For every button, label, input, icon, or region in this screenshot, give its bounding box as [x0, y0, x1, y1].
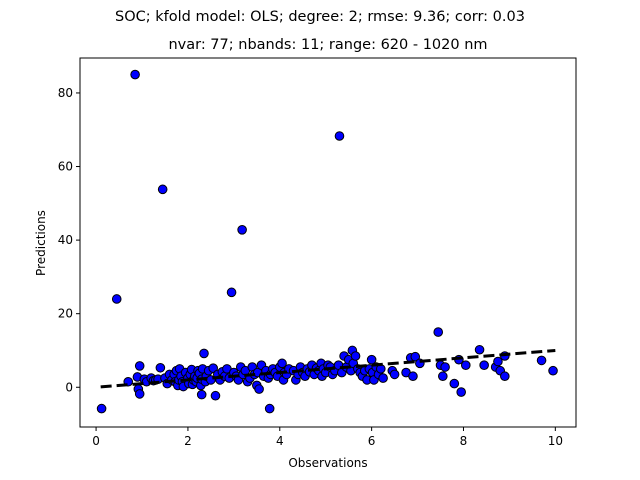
- y-tick-label: 60: [58, 160, 73, 174]
- x-axis-ticks: 0 2 4 6 8 10: [92, 427, 563, 448]
- data-point: [155, 362, 166, 373]
- data-point: [210, 390, 221, 401]
- plot-area: [96, 69, 558, 414]
- data-point: [440, 362, 450, 372]
- data-point: [264, 403, 275, 414]
- y-axis-ticks: 0 20 40 60 80: [58, 86, 80, 394]
- x-tick-label: 10: [548, 434, 563, 448]
- data-point: [449, 378, 460, 389]
- y-tick-label: 0: [65, 380, 73, 394]
- x-tick-label: 2: [184, 434, 192, 448]
- data-point: [460, 360, 471, 370]
- data-point: [493, 356, 503, 367]
- x-tick-label: 4: [276, 434, 284, 448]
- data-point: [226, 287, 237, 298]
- data-point: [334, 131, 345, 141]
- data-point: [254, 384, 264, 394]
- data-point: [96, 403, 107, 414]
- chart-title: SOC; kfold model: OLS; degree: 2; rmse: …: [115, 9, 525, 25]
- data-point: [134, 389, 145, 399]
- y-tick-label: 80: [58, 86, 73, 100]
- y-axis-label: Predictions: [34, 210, 48, 276]
- chart-subtitle: nvar: 77; nbands: 11; range: 620 - 1020 …: [168, 37, 487, 53]
- data-point: [134, 361, 145, 371]
- x-tick-label: 0: [92, 434, 100, 448]
- x-tick-label: 6: [368, 434, 376, 448]
- y-tick-label: 20: [58, 307, 73, 321]
- data-point: [130, 69, 140, 80]
- data-point: [474, 344, 485, 355]
- data-point: [111, 294, 122, 304]
- data-point: [479, 360, 489, 370]
- axes-frame: [79, 57, 577, 428]
- data-point: [456, 387, 466, 397]
- data-point: [433, 327, 444, 337]
- data-point: [548, 365, 558, 376]
- data-point: [196, 389, 207, 400]
- fit-line: [100, 348, 556, 389]
- y-tick-label: 40: [58, 233, 73, 247]
- data-point: [378, 373, 388, 383]
- data-point: [277, 358, 287, 369]
- x-tick-label: 8: [460, 434, 468, 448]
- data-point: [157, 184, 168, 195]
- data-point: [237, 225, 247, 235]
- data-point: [408, 371, 418, 382]
- data-point: [366, 354, 377, 365]
- data-point: [410, 351, 421, 362]
- data-point: [438, 371, 448, 382]
- data-point: [389, 369, 400, 380]
- data-point: [500, 371, 510, 382]
- data-point: [199, 348, 209, 359]
- data-point: [536, 355, 547, 366]
- x-axis-label: Observations: [288, 456, 367, 470]
- data-point: [350, 351, 361, 361]
